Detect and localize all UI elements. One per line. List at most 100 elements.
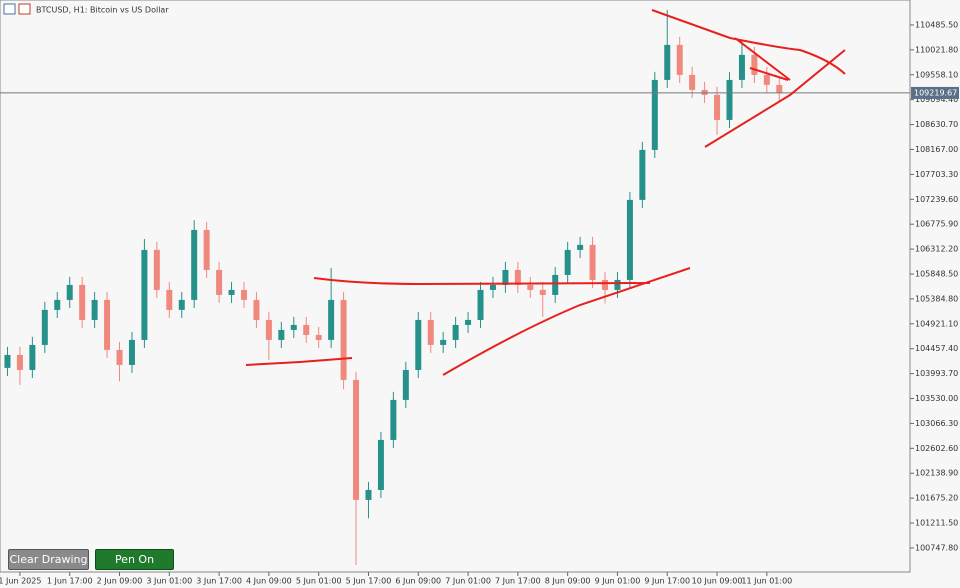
- x-tick-label: 6 Jun 09:00: [395, 577, 441, 586]
- candle-body: [353, 379, 360, 500]
- candle-body: [178, 299, 185, 310]
- x-tick-label: 11 Jun 01:00: [741, 577, 792, 586]
- y-tick-label: 108167.00: [915, 145, 958, 154]
- candle-body: [452, 324, 459, 340]
- y-tick-label: 106775.90: [915, 220, 958, 229]
- y-tick-label: 104457.40: [915, 344, 958, 353]
- plot: 100747.80 101211.50 101675.20 102138.90 1026…: [0, 9, 959, 586]
- candle-body: [203, 229, 210, 270]
- candle-body: [253, 299, 260, 320]
- candle-body: [664, 44, 671, 80]
- y-tick-label: 105384.80: [915, 294, 958, 303]
- candle-body: [726, 79, 733, 120]
- y-tick-label: 110021.80: [915, 45, 958, 54]
- candle-body: [763, 74, 770, 85]
- y-tick-label: 104921.10: [915, 319, 958, 328]
- candle-body: [589, 244, 596, 280]
- candle-body: [16, 354, 23, 370]
- x-tick-label: 1 Jun 2025: [0, 577, 41, 586]
- candle-body: [489, 284, 496, 290]
- y-tick-label: 100747.80: [915, 543, 958, 552]
- candle-body: [614, 279, 621, 290]
- candle-body: [714, 94, 721, 120]
- candle-body: [104, 299, 111, 350]
- candle-body: [776, 84, 783, 93]
- candle-body: [29, 344, 36, 370]
- candle-body: [128, 339, 135, 365]
- x-tick-label: 9 Jun 01:00: [595, 577, 641, 586]
- x-tick-label: 8 Jun 09:00: [545, 577, 591, 586]
- icon: [18, 3, 31, 15]
- candle-body: [228, 289, 235, 295]
- drawing: [651, 9, 846, 75]
- drawing: [313, 277, 651, 286]
- candle-body: [54, 299, 61, 310]
- candle-body: [514, 269, 521, 285]
- candle-body: [539, 289, 546, 295]
- y-tick-label: 107239.60: [915, 195, 958, 204]
- pen-button[interactable]: Pen On: [95, 549, 174, 570]
- candle-body: [427, 319, 434, 345]
- candle-body: [676, 44, 683, 75]
- candle-body: [751, 54, 758, 75]
- candle-body: [440, 339, 447, 345]
- x-tick-label: 3 Jun 17:00: [196, 577, 242, 586]
- drawing: [704, 49, 846, 148]
- y-tick-label: 109558.10: [915, 70, 958, 79]
- current-price-label: 109219.67: [914, 88, 957, 97]
- y-tick-label: 107703.30: [915, 170, 958, 179]
- y-tick-label: 105848.50: [915, 269, 958, 278]
- y-tick-label: 110485.50: [915, 20, 958, 29]
- plot-frame: [0, 0, 911, 573]
- y-tick-label: 103530.00: [915, 394, 958, 403]
- candle-body: [465, 319, 472, 325]
- candle-body: [415, 319, 422, 370]
- x-tick-label: 1 Jun 17:00: [47, 577, 93, 586]
- y-tick-label: 101675.20: [915, 494, 958, 503]
- drawing: [442, 267, 691, 376]
- chart-title: BTCUSD, H1: Bitcoin vs US Dollar: [36, 6, 169, 15]
- candle-body: [738, 54, 745, 80]
- candle-body: [577, 244, 584, 250]
- clear-drawing-button[interactable]: Clear Drawing: [8, 549, 89, 570]
- candle-body: [240, 289, 247, 300]
- candle-body: [278, 329, 285, 340]
- candle-body: [328, 299, 335, 340]
- y-tick-label: 108630.70: [915, 120, 958, 129]
- y-tick-label: 102138.90: [915, 469, 958, 478]
- candle-body: [602, 279, 609, 290]
- candle-body: [153, 249, 160, 290]
- candle-body: [377, 439, 384, 490]
- candle-body: [265, 319, 272, 340]
- x-tick-label: 3 Jun 01:00: [146, 577, 192, 586]
- candle-body: [41, 309, 48, 345]
- x-tick-label: 7 Jun 17:00: [495, 577, 541, 586]
- candle-body: [502, 269, 509, 285]
- candle-body: [365, 489, 372, 500]
- candle-body: [564, 249, 571, 275]
- candle-body: [79, 284, 86, 320]
- candle-body: [315, 334, 322, 340]
- candle-body: [66, 284, 73, 300]
- candle-body: [166, 289, 173, 310]
- candle-body: [303, 324, 310, 335]
- y-tick-label: 103993.70: [915, 369, 958, 378]
- candle-body: [216, 269, 223, 295]
- candle-body: [552, 274, 559, 295]
- candle-body: [626, 199, 633, 280]
- y-tick-label: 101211.50: [915, 519, 958, 528]
- y-tick-label: 103066.30: [915, 419, 958, 428]
- candle-body: [116, 349, 123, 365]
- candle-body: [191, 229, 198, 300]
- candle-body: [701, 89, 708, 95]
- candle-body: [527, 284, 534, 290]
- x-tick-label: 4 Jun 09:00: [246, 577, 292, 586]
- icon: [3, 3, 16, 15]
- y-tick-label: 102602.60: [915, 444, 958, 453]
- drawing: [245, 357, 353, 366]
- candle-body: [651, 79, 658, 150]
- y-tick-label: 109094.40: [915, 95, 958, 104]
- candle-body: [141, 249, 148, 340]
